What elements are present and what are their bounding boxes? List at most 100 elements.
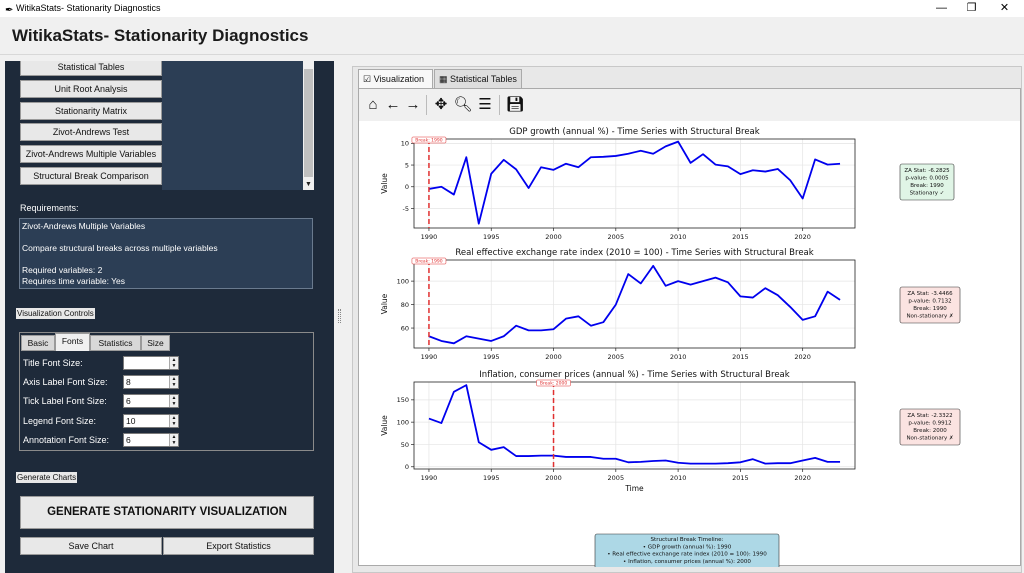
tick-label-font-size-value: 6 <box>126 396 131 406</box>
stats-line: Break: 2000 <box>913 428 947 434</box>
nav-scroll-thumb[interactable] <box>304 69 313 177</box>
plot-toolbar: ⌂ ← → ✥ 🔍︎ ☰ 💾︎ <box>359 89 1020 121</box>
y-tick-label: -5 <box>403 205 409 213</box>
tab-basic[interactable]: Basic <box>21 335 55 351</box>
spin-arrows-icon[interactable]: ▲ ▼ <box>169 434 178 446</box>
legend-font-size-label: Legend Font Size: <box>23 416 97 426</box>
spin-arrows-icon[interactable]: ▲ ▼ <box>169 395 178 407</box>
back-arrow-icon[interactable]: ← <box>385 96 401 113</box>
chart-title: Inflation, consumer prices (annual %) - … <box>479 370 789 380</box>
header-divider <box>0 54 1024 55</box>
requirements-line: Zivot-Andrews Multiple Variables <box>22 221 146 231</box>
nav-unit-root-analysis-button[interactable]: Unit Root Analysis <box>20 80 162 98</box>
toolbar-separator <box>426 95 427 115</box>
tab-fonts[interactable]: Fonts <box>55 333 90 351</box>
stats-box <box>899 163 955 201</box>
chart-1: GDP growth (annual %) - Time Series with… <box>380 127 955 241</box>
x-tick-label: 2020 <box>794 353 811 361</box>
annotation-font-size-label: Annotation Font Size: <box>23 435 110 445</box>
sash-grip-icon[interactable] <box>338 309 341 323</box>
spin-arrows-icon[interactable]: ▲ ▼ <box>169 357 178 369</box>
summary-line: • GDP growth (annual %): 1990 <box>643 544 732 550</box>
configure-icon[interactable]: ☰ <box>478 96 492 113</box>
stats-line: Non-stationary ✗ <box>906 435 953 442</box>
x-tick-label: 2010 <box>670 474 687 482</box>
x-tick-label: 2015 <box>732 474 749 482</box>
tab-visualization-label: Visualization <box>373 74 424 84</box>
y-axis-label: Value <box>380 293 389 314</box>
tab-size[interactable]: Size <box>141 335 170 351</box>
legend-font-size-spinbox[interactable]: 10 ▲ ▼ <box>123 414 179 428</box>
stats-line: p-value: 0.0005 <box>905 176 949 182</box>
requirements-line: Requires time variable: Yes <box>22 276 126 286</box>
tab-statistics[interactable]: Statistics <box>90 335 141 351</box>
break-label-box <box>411 136 447 144</box>
plot-frame <box>413 259 856 349</box>
requirements-label: Requirements: <box>20 203 79 213</box>
break-label-box <box>411 257 447 265</box>
scroll-down-arrow-icon[interactable]: ▼ <box>305 181 312 188</box>
title-font-size-spinbox[interactable]: ▲ ▼ <box>123 356 179 370</box>
break-label: Break: 1990 <box>415 259 443 265</box>
nav-stationarity-matrix-button[interactable]: Stationarity Matrix <box>20 102 162 120</box>
stats-box <box>899 286 961 324</box>
x-tick-label: 1995 <box>483 233 500 241</box>
series-line <box>428 384 841 465</box>
stats-line: p-value: 0.7132 <box>908 299 951 305</box>
x-tick-label: 2000 <box>545 353 562 361</box>
tick-label-font-size-spinbox[interactable]: 6 ▲ ▼ <box>123 394 179 408</box>
axis-label-font-size-label: Axis Label Font Size: <box>23 377 108 387</box>
x-tick-label: 2010 <box>670 353 687 361</box>
axis-label-font-size-spinbox[interactable]: 8 ▲ ▼ <box>123 375 179 389</box>
nav-statistical-tables-button[interactable]: Statistical Tables <box>20 61 162 76</box>
legend-font-size-value: 10 <box>126 416 136 426</box>
right-panel: ☑ Visualization ▦ Statistical Tables ⌂ ←… <box>352 66 1022 573</box>
tab-visualization[interactable]: ☑ Visualization <box>358 69 433 90</box>
axis-label-font-size-value: 8 <box>126 377 131 387</box>
tick-label-font-size-label: Tick Label Font Size: <box>23 396 107 406</box>
checkbox-icon: ☑ <box>363 74 372 84</box>
chart-3: Inflation, consumer prices (annual %) - … <box>380 370 961 493</box>
summary-box <box>594 533 780 567</box>
pane-divider[interactable] <box>334 61 345 573</box>
pan-icon[interactable]: ✥ <box>434 96 448 113</box>
zoom-icon[interactable]: 🔍︎ <box>453 96 473 113</box>
y-tick-label: 0 <box>405 183 409 191</box>
maximize-button[interactable]: ❐ <box>966 2 977 14</box>
nav-structural-break-comparison-button[interactable]: Structural Break Comparison <box>20 167 162 185</box>
nav-scrollbar[interactable]: ▼ <box>303 61 314 190</box>
nav-zivot-andrews-multiple-button[interactable]: Zivot-Andrews Multiple Variables <box>20 145 162 163</box>
y-tick-label: 50 <box>401 441 409 449</box>
y-tick-label: 0 <box>405 463 409 471</box>
save-chart-button[interactable]: Save Chart <box>20 537 162 555</box>
close-button[interactable]: ✕ <box>999 2 1010 14</box>
requirements-line: Compare structural breaks across multipl… <box>22 243 218 253</box>
stats-box <box>899 408 961 446</box>
summary-line: • Real effective exchange rate index (20… <box>607 552 767 558</box>
visualization-controls-panel: Basic Fonts Statistics Size Title Font S… <box>19 332 314 451</box>
forward-arrow-icon[interactable]: → <box>405 96 421 113</box>
nav-zivot-andrews-test-button[interactable]: Zivot-Andrews Test <box>20 123 162 141</box>
minimize-button[interactable]: — <box>936 2 947 14</box>
spin-arrows-icon[interactable]: ▲ ▼ <box>169 376 178 388</box>
analysis-nav: Statistical Tables Unit Root Analysis St… <box>5 61 319 190</box>
chart-2: Real effective exchange rate index (2010… <box>380 248 961 361</box>
export-statistics-button[interactable]: Export Statistics <box>163 537 314 555</box>
spin-arrows-icon[interactable]: ▲ ▼ <box>169 415 178 427</box>
stats-line: p-value: 0.9912 <box>908 421 951 427</box>
title-font-size-label: Title Font Size: <box>23 358 83 368</box>
stats-line: ZA Stat: -3.4466 <box>907 291 953 297</box>
annotation-font-size-spinbox[interactable]: 6 ▲ ▼ <box>123 433 179 447</box>
generate-visualization-button[interactable]: GENERATE STATIONARITY VISUALIZATION <box>20 496 314 529</box>
tab-statistical-tables[interactable]: ▦ Statistical Tables <box>434 69 522 89</box>
x-axis-label: Time <box>624 484 644 493</box>
summary-line: • Inflation, consumer prices (annual %):… <box>623 559 751 565</box>
left-panel: Statistical Tables Unit Root Analysis St… <box>5 61 345 573</box>
chart-title: GDP growth (annual %) - Time Series with… <box>509 127 759 137</box>
plot-frame <box>413 138 856 229</box>
home-icon[interactable]: ⌂ <box>368 96 378 113</box>
y-tick-label: 80 <box>401 301 409 309</box>
save-icon[interactable]: 💾︎ <box>505 96 525 113</box>
table-icon: ▦ <box>439 74 448 84</box>
stats-line: Break: 1990 <box>913 306 947 312</box>
